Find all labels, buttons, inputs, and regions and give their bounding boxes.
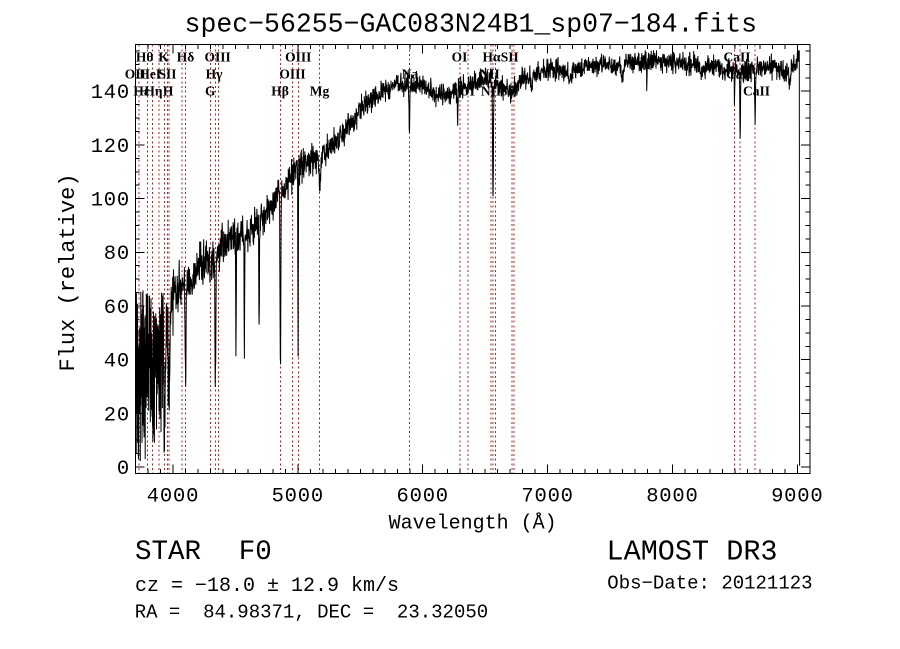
svg-text:Hε: Hε (133, 84, 150, 99)
svg-text:40: 40 (104, 351, 130, 374)
svg-text:140: 140 (91, 82, 130, 105)
svg-text:LAMOST DR3: LAMOST DR3 (607, 535, 778, 568)
svg-text:OII: OII (125, 67, 146, 82)
svg-text:20: 20 (104, 404, 130, 427)
svg-text:OIII: OIII (204, 50, 230, 65)
svg-text:8000: 8000 (646, 486, 698, 509)
svg-text:Mg: Mg (310, 84, 330, 99)
svg-text:CaII: CaII (726, 67, 753, 82)
svg-text:80: 80 (104, 243, 130, 266)
svg-text:K: K (158, 50, 169, 65)
svg-text:6000: 6000 (396, 486, 448, 509)
svg-text:STAR: STAR (135, 537, 201, 568)
svg-text:OI: OI (452, 50, 468, 65)
svg-text:Hβ: Hβ (271, 84, 289, 99)
svg-text:SII: SII (500, 84, 518, 99)
svg-text:spec−56255−GAC083N24B1_sp07−18: spec−56255−GAC083N24B1_sp07−184.fits (185, 10, 758, 40)
svg-text:0: 0 (117, 458, 130, 481)
svg-text:Wavelength (Å): Wavelength (Å) (389, 513, 557, 536)
svg-text:100: 100 (91, 190, 130, 213)
svg-text:G: G (205, 84, 216, 99)
svg-text:NII: NII (479, 67, 499, 82)
svg-text:SII: SII (158, 67, 176, 82)
svg-text:Na: Na (402, 67, 419, 82)
svg-text:NII: NII (481, 84, 501, 99)
svg-text:Hα: Hα (482, 50, 501, 65)
svg-text:SII: SII (501, 50, 519, 65)
svg-text:H: H (163, 84, 174, 99)
svg-text:Hγ: Hγ (206, 67, 224, 82)
svg-text:4000: 4000 (147, 486, 199, 509)
svg-text:9000: 9000 (771, 486, 823, 509)
svg-text:OIII: OIII (285, 50, 311, 65)
svg-text:Hδ: Hδ (177, 50, 195, 65)
svg-text:OIII: OIII (279, 67, 305, 82)
svg-text:Flux (relative): Flux (relative) (56, 173, 81, 371)
svg-text:Hθ: Hθ (136, 50, 154, 65)
svg-text:OI: OI (459, 84, 475, 99)
svg-text:120: 120 (91, 136, 130, 159)
svg-text:F0: F0 (239, 537, 272, 568)
svg-text:HeI: HeI (139, 67, 161, 82)
svg-text:60: 60 (104, 297, 130, 320)
svg-text:Hη: Hη (144, 84, 163, 99)
svg-text:7000: 7000 (521, 486, 573, 509)
svg-text:Obs−Date: 20121123: Obs−Date: 20121123 (607, 573, 812, 595)
svg-text:CaII: CaII (723, 50, 750, 65)
svg-text:cz = −18.0 ± 12.9 km/s: cz = −18.0 ± 12.9 km/s (135, 575, 399, 598)
svg-text:RA = 84.98371, DEC = 23.3205: RA = 84.98371, DEC = 23.32050 (135, 602, 488, 624)
svg-text:5000: 5000 (272, 486, 324, 509)
svg-text:CaII: CaII (743, 84, 770, 99)
